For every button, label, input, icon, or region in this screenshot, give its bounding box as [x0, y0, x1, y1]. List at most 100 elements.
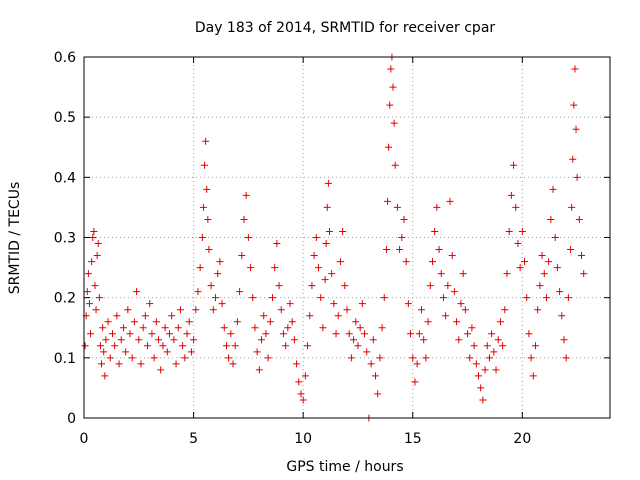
data-point — [363, 348, 371, 356]
data-point — [457, 300, 465, 308]
data-point — [523, 294, 531, 302]
data-point — [95, 294, 103, 302]
data-point — [240, 215, 248, 223]
data-point — [350, 336, 358, 344]
data-point — [268, 294, 276, 302]
data-point — [479, 396, 487, 404]
x-axis-label: GPS time / hours — [286, 459, 403, 475]
chart-title: Day 183 of 2014, SRMTID for receiver cpa… — [195, 20, 496, 36]
data-point — [371, 372, 379, 380]
data-point — [332, 330, 340, 338]
data-point — [573, 173, 581, 181]
data-point — [297, 390, 305, 398]
data-point — [317, 294, 325, 302]
data-point — [483, 342, 491, 350]
data-point — [308, 282, 316, 290]
data-point — [402, 258, 410, 266]
data-point — [284, 324, 292, 332]
data-point — [130, 318, 138, 326]
data-point — [453, 318, 461, 326]
data-point — [404, 300, 412, 308]
data-point — [521, 258, 529, 266]
data-point — [477, 384, 485, 392]
data-point — [89, 234, 97, 241]
data-point — [398, 234, 406, 241]
data-point — [568, 203, 576, 211]
data-point — [227, 330, 235, 338]
data-point — [444, 282, 452, 290]
x-tick-label: 10 — [294, 431, 312, 447]
y-tick-label: 0.1 — [54, 351, 76, 367]
data-point — [115, 360, 123, 368]
data-point — [334, 312, 342, 320]
data-point — [488, 330, 496, 338]
data-point — [512, 203, 520, 211]
data-point — [426, 282, 434, 290]
data-point — [176, 306, 184, 314]
data-point — [448, 252, 456, 260]
data-point — [266, 318, 274, 326]
data-point — [190, 336, 198, 344]
data-point — [295, 378, 303, 386]
data-point — [536, 282, 544, 290]
data-point — [155, 336, 163, 344]
data-point — [459, 270, 467, 278]
data-point — [382, 246, 390, 254]
data-point — [181, 354, 189, 362]
data-point — [580, 270, 588, 278]
data-point — [380, 294, 388, 302]
data-point — [157, 366, 165, 374]
data-point — [547, 215, 555, 223]
data-point — [549, 185, 557, 193]
data-point — [310, 252, 318, 260]
data-point — [578, 252, 586, 260]
data-point — [201, 161, 209, 169]
data-point — [442, 312, 450, 320]
data-point — [468, 324, 476, 332]
grid-lines — [84, 57, 610, 418]
data-point — [124, 306, 132, 314]
data-point — [90, 227, 98, 235]
data-point — [204, 215, 212, 223]
data-point — [496, 318, 504, 326]
data-point — [319, 324, 327, 332]
data-point — [490, 348, 498, 356]
data-point — [205, 246, 213, 254]
data-point — [220, 324, 228, 332]
data-point — [455, 336, 463, 344]
data-point — [376, 354, 384, 362]
data-point — [553, 264, 561, 272]
data-point — [163, 348, 171, 356]
data-point — [194, 288, 202, 296]
axis-ticks — [83, 56, 610, 419]
data-point — [271, 264, 279, 272]
data-point — [475, 372, 482, 380]
data-point — [312, 234, 320, 241]
data-point — [288, 318, 296, 326]
data-point — [260, 312, 268, 320]
data-point — [324, 179, 332, 187]
data-point — [413, 360, 421, 368]
data-point — [540, 270, 548, 278]
data-point — [437, 270, 445, 278]
data-point — [209, 306, 217, 314]
data-point — [415, 330, 423, 338]
data-point — [556, 288, 564, 296]
data-point — [249, 294, 257, 302]
data-point — [315, 264, 323, 272]
data-point — [113, 312, 121, 320]
data-point — [222, 342, 230, 350]
data-point — [238, 252, 246, 260]
data-point — [83, 288, 91, 296]
data-point — [411, 378, 419, 386]
data-point — [98, 360, 106, 368]
data-point — [571, 65, 579, 73]
data-point — [242, 191, 250, 199]
data-point — [367, 360, 375, 368]
data-point — [492, 366, 500, 374]
data-point — [393, 203, 401, 211]
data-point — [253, 348, 261, 356]
data-point — [192, 306, 200, 314]
